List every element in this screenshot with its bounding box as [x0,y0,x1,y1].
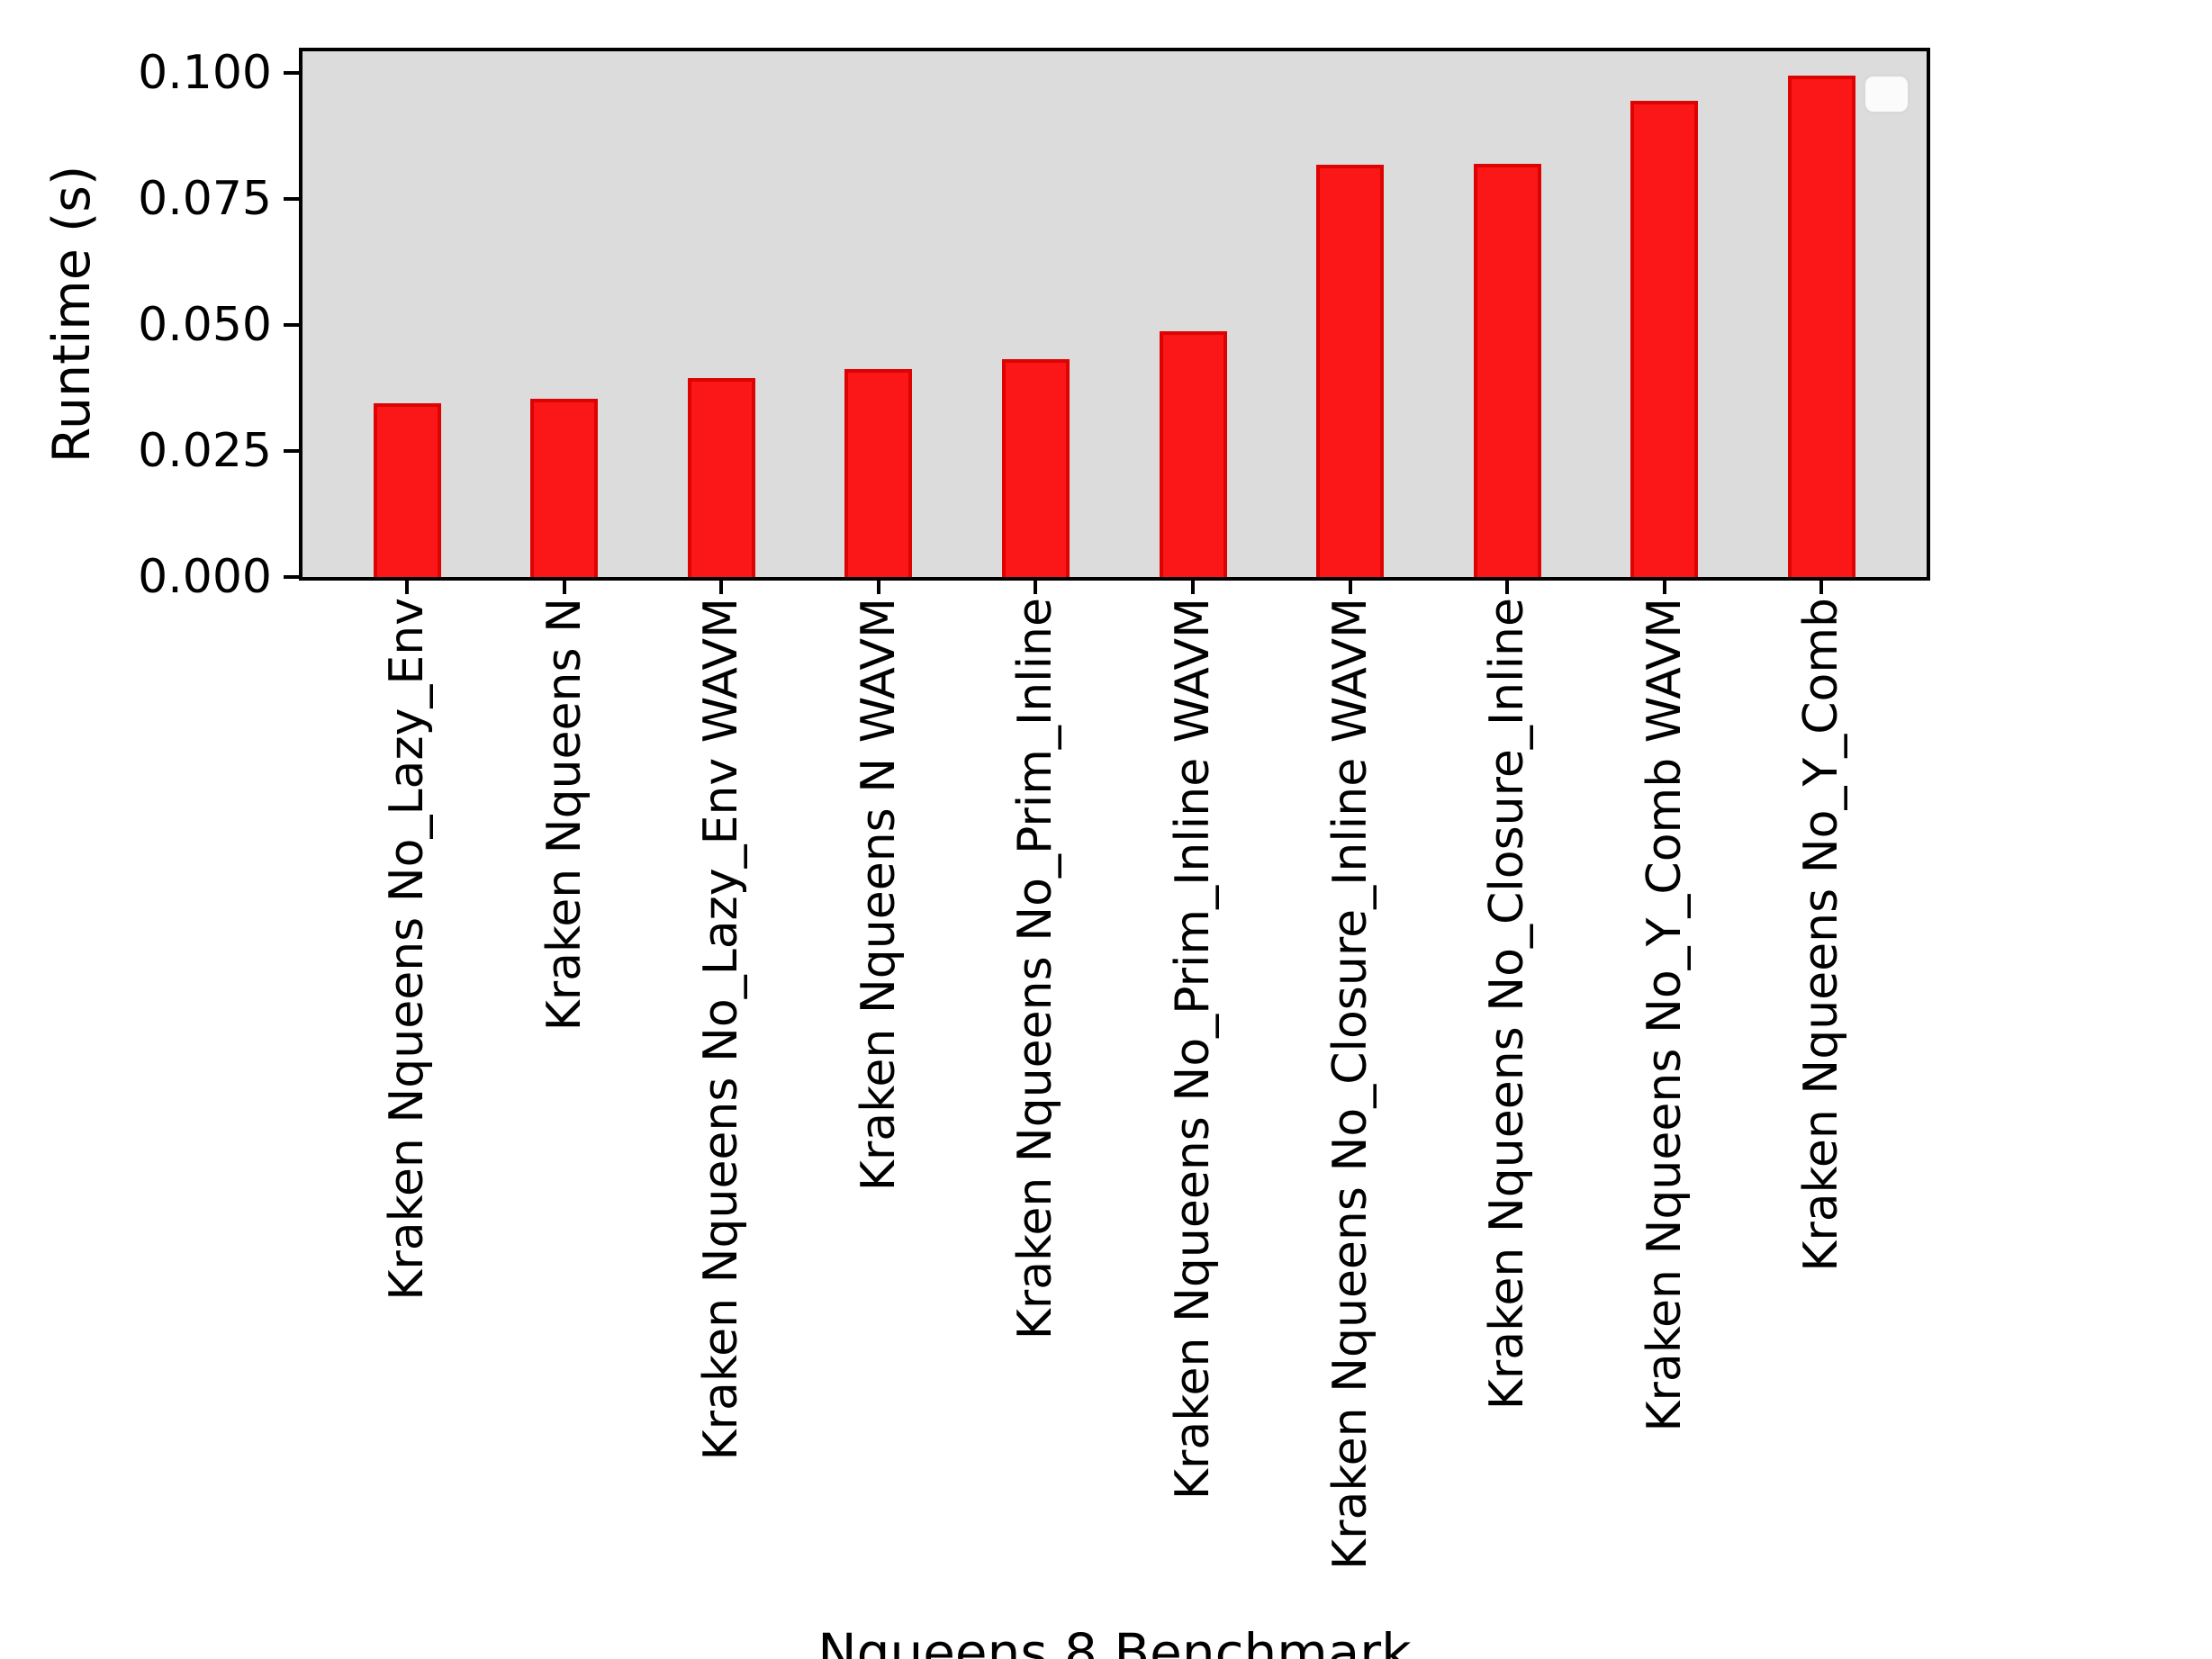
bar [687,378,755,577]
x-tick-label: Kraken Nqueens No_Lazy_Env WAVM [694,598,749,1461]
y-tick-mark [284,71,299,76]
legend-box [1863,74,1910,114]
x-tick-label: Kraken Nqueens No_Closure_Inline [1480,598,1535,1411]
x-tick-label: Kraken Nqueens No_Closure_Inline WAVM [1323,598,1377,1570]
x-tick-label: Kraken Nqueens N [537,598,591,1032]
bar [373,403,441,577]
x-tick-mark [405,581,409,594]
bar [530,399,599,577]
x-tick-mark [1505,581,1510,594]
x-tick-mark [1348,581,1352,594]
x-tick-mark [562,581,566,594]
x-tick-label: Kraken Nqueens No_Y_Comb WAVM [1637,598,1692,1432]
bar [1159,331,1227,577]
x-tick-label: Kraken Nqueens No_Y_Comb [1794,598,1849,1272]
x-tick-label: Kraken Nqueens No_Prim_Inline WAVM [1166,598,1220,1501]
bar [1473,164,1541,577]
x-tick-mark [1662,581,1666,594]
plot-area [299,48,1930,581]
y-tick-label: 0.050 [138,298,272,353]
x-axis-label: Nqueens 8 Benchmark [817,1622,1412,1659]
x-tick-mark [1034,581,1038,594]
x-tick-label: Kraken Nqueens No_Lazy_Env [380,598,434,1301]
x-tick-mark [1819,581,1824,594]
y-tick-label: 0.100 [138,46,272,101]
y-tick-label: 0.075 [138,172,272,227]
x-tick-label: Kraken Nqueens No_Prim_Inline [1008,598,1063,1340]
y-tick-mark [284,323,299,328]
y-tick-mark [284,449,299,454]
x-tick-mark [876,581,880,594]
x-tick-mark [719,581,724,594]
x-tick-label: Kraken Nqueens N WAVM [851,598,906,1192]
bar [1630,101,1699,577]
y-tick-mark [284,575,299,579]
y-tick-label: 0.025 [138,424,272,479]
bar [1001,359,1070,577]
x-tick-mark [1191,581,1195,594]
y-tick-label: 0.000 [138,550,272,604]
bar [1316,165,1385,577]
bar [844,369,913,577]
bar [1787,76,1855,577]
y-tick-mark [284,197,299,202]
